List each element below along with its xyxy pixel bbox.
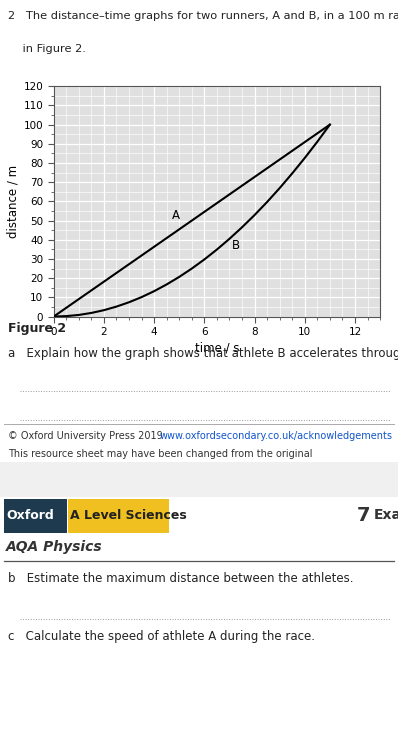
X-axis label: time / s: time / s [195,341,239,354]
Text: b   Estimate the maximum distance between the athletes.: b Estimate the maximum distance between … [8,572,353,585]
Text: Oxford: Oxford [6,509,54,522]
Text: 2   The distance–time graphs for two runners, A and B, in a 100 m race are: 2 The distance–time graphs for two runne… [8,11,398,21]
Text: AQA Physics: AQA Physics [6,540,103,554]
Bar [68,499,169,533]
Text: © Oxford University Press 2019: © Oxford University Press 2019 [8,431,163,441]
Text: A: A [172,208,180,221]
Text: A Level Sciences: A Level Sciences [70,509,186,522]
Text: in Figure 2.: in Figure 2. [8,44,86,54]
Text: a   Explain how the graph shows that athlete B accelerates throughout: a Explain how the graph shows that athle… [8,346,398,360]
Text: This resource sheet may have been changed from the original: This resource sheet may have been change… [8,450,312,460]
Text: B: B [232,239,240,252]
Text: www.oxfordsecondary.co.uk/acknowledgements: www.oxfordsecondary.co.uk/acknowledgemen… [159,431,392,441]
Y-axis label: distance / m: distance / m [6,164,20,238]
Text: Figure 2: Figure 2 [8,322,66,335]
Text: c   Calculate the speed of athlete A during the race.: c Calculate the speed of athlete A durin… [8,630,315,643]
Bar [4,499,67,533]
Text: Exam-: Exam- [374,508,398,523]
Text: 7: 7 [357,506,370,525]
